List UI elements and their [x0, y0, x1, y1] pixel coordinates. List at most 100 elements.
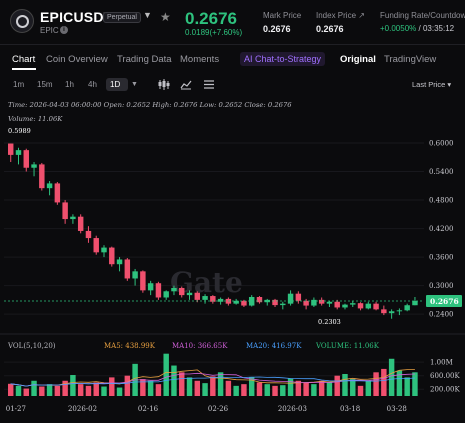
volume-bar [202, 383, 208, 396]
volume-axis: 1.00M 600.00K 200.00K [430, 359, 460, 394]
candle-body [388, 311, 395, 314]
price-mode-dropdown[interactable]: Last Price ▾ [412, 80, 452, 89]
timeframe-dropdown-chevron-icon[interactable]: ▼ [131, 81, 138, 88]
candle-body [140, 271, 146, 291]
volume-bar [210, 376, 216, 396]
volume-bar [404, 377, 410, 396]
chevron-down-icon[interactable]: ▼ [143, 10, 152, 20]
volume-bar [217, 372, 224, 396]
candle-body [163, 291, 169, 298]
ma20-label: MA20: 416.97K [246, 342, 302, 350]
header-divider [0, 44, 465, 45]
volume-bar [124, 375, 131, 396]
tab-trading-data[interactable]: Trading Data [117, 54, 172, 65]
index-price-value: 0.2676 [316, 24, 344, 34]
volume-bar [179, 372, 185, 396]
volume-bar [396, 370, 403, 396]
candle-body [194, 292, 201, 300]
candle-body [256, 297, 263, 303]
volume-bar [241, 384, 247, 396]
indicators-icon[interactable] [180, 79, 192, 92]
volume-bar [264, 384, 270, 396]
candle-body [54, 183, 61, 203]
date-tick-label: 2026-03 [278, 405, 307, 413]
candle-body [295, 293, 302, 301]
timeframe-1d[interactable]: 1D [110, 80, 121, 89]
candle-body [373, 303, 379, 310]
volume-bar [311, 384, 317, 396]
tab-chart[interactable]: Chart [12, 54, 36, 65]
ma5-label: MA5: 438.99K [104, 342, 156, 350]
funding-rate-value: +0.0050% [380, 24, 417, 33]
volume-indicator-legend: VOL(5,10,20) MA5: 438.99K MA10: 366.65K … [7, 342, 380, 350]
volume-bar [194, 380, 201, 396]
tab-coin-overview[interactable]: Coin Overview [46, 54, 108, 65]
volume-bar [280, 385, 286, 396]
volume-bar [70, 375, 76, 396]
candle-body [241, 300, 247, 306]
volume-bar [256, 382, 263, 396]
volume-tick-label: 200.00K [430, 386, 460, 394]
candle-body [155, 283, 162, 298]
volume-bar [93, 382, 99, 396]
price-chart[interactable]: Gate 0.60000.54000.48000.42000.36000.300… [0, 96, 465, 423]
settings-list-icon[interactable] [203, 79, 215, 92]
volume-bar [388, 358, 395, 396]
mark-price-value: 0.2676 [263, 24, 291, 34]
volume-bar [155, 384, 162, 396]
candle-body [404, 305, 410, 311]
info-icon[interactable]: i [60, 26, 68, 34]
volume-bar [140, 379, 146, 396]
perpetual-badge: Perpetual [103, 12, 141, 23]
ma10-label: MA10: 366.65K [172, 342, 228, 350]
candle-body [248, 297, 255, 306]
low-marker: 0.2303 [318, 318, 341, 326]
tab-original[interactable]: Original [340, 54, 376, 65]
candle-body [171, 287, 177, 292]
candle-body [46, 183, 53, 189]
volume-bar [365, 380, 372, 396]
volume-bar [303, 382, 309, 396]
volume-bar [39, 386, 45, 396]
volume-bar [357, 385, 364, 396]
candle-body [85, 230, 92, 239]
date-tick-label: 01-27 [6, 405, 26, 413]
candle-body [186, 292, 193, 296]
volume-bar [342, 374, 348, 396]
tab-ai-chat-to-strategy[interactable]: AI Chat-to-Strategy [240, 52, 326, 66]
price-tick-label: 0.3600 [429, 254, 454, 262]
candle-body [93, 238, 99, 253]
tab-moments[interactable]: Moments [180, 54, 220, 65]
timeframe-1m[interactable]: 1m [13, 80, 25, 89]
date-tick-label: 2026-02 [68, 405, 97, 413]
volume-bar [31, 380, 37, 396]
candle-body [8, 143, 14, 155]
candle-type-icon[interactable] [158, 79, 170, 92]
candle-body [217, 298, 224, 302]
price-axis: 0.6000 0.5400 0.4800 0.4200 0.3600 0.3000 0.24… [429, 140, 454, 319]
volume-bar [171, 365, 177, 396]
volume-readout: Volume: 11.06K [8, 115, 63, 123]
candle-body [318, 299, 325, 304]
chart-grid [4, 142, 424, 315]
price-tick-label: 0.4800 [429, 197, 454, 205]
star-icon[interactable]: ★ [160, 10, 171, 24]
candle-body [334, 301, 340, 308]
symbol-title[interactable]: EPICUSDT [40, 9, 113, 25]
volume-bar [373, 372, 379, 396]
index-price-label[interactable]: Index Price ↗ [316, 11, 365, 20]
timeframe-1h[interactable]: 1h [65, 80, 74, 89]
volume-bar [326, 381, 333, 396]
candle-body [342, 304, 348, 308]
timeframe-4h[interactable]: 4h [88, 80, 97, 89]
candle-body [202, 296, 208, 300]
volume-bar [62, 380, 68, 396]
volume-bar [109, 377, 115, 396]
candle-body [326, 301, 333, 304]
volume-bar [23, 388, 29, 396]
candle-body [365, 303, 372, 309]
tab-tradingview[interactable]: TradingView [384, 54, 437, 65]
ohlc-readout: Time: 2026-04-03 06:00:00 Open: 0.2652 H… [8, 101, 292, 109]
timeframe-15m[interactable]: 15m [37, 80, 53, 89]
date-tick-label: 02-16 [138, 405, 159, 413]
